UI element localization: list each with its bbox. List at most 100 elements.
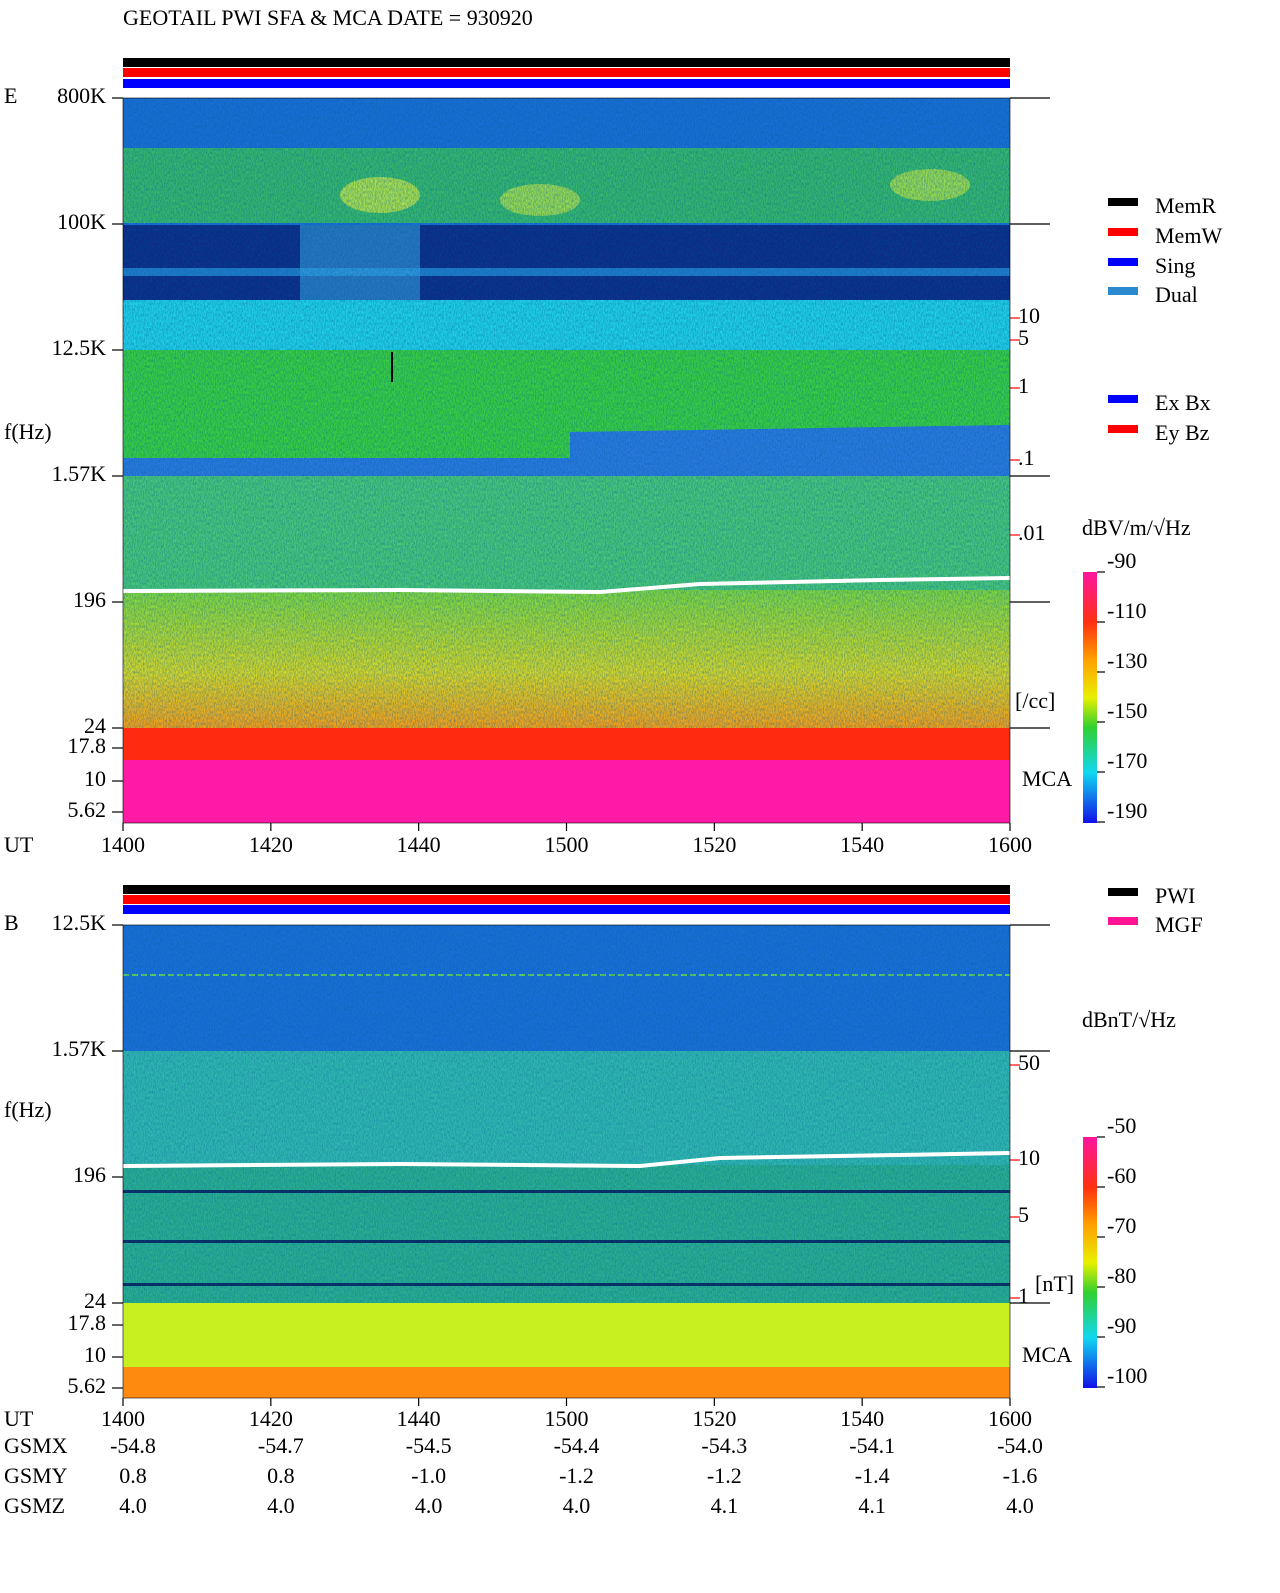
- orbit-value: -54.0: [997, 1433, 1043, 1458]
- orbit-value: -54.8: [110, 1433, 156, 1458]
- status-bar: [123, 905, 1010, 914]
- spectrogram: [123, 1367, 1010, 1398]
- colorbar-tick-label: -100: [1107, 1363, 1147, 1388]
- field-line: [122, 1151, 1011, 1169]
- time-tick-label: 1440: [397, 1406, 441, 1431]
- orbit-value: 4.0: [415, 1493, 443, 1518]
- legend-label: MemR: [1155, 193, 1216, 218]
- time-tick-label: 1600: [988, 832, 1032, 857]
- legend-swatch: [1108, 287, 1138, 295]
- legend-swatch: [1108, 228, 1138, 236]
- legend-label: MGF: [1155, 912, 1203, 937]
- freq-tick-label: 1.57K: [52, 1036, 107, 1061]
- time-tick-label: 1500: [545, 832, 589, 857]
- orbit-label: GSMZ: [4, 1493, 65, 1518]
- spectrogram: [123, 728, 1010, 760]
- time-tick-label: 1520: [692, 832, 736, 857]
- title: GEOTAIL PWI SFA & MCA DATE = 930920: [123, 5, 533, 30]
- time-tick-label: 1540: [840, 1406, 884, 1431]
- right-tick-label: 5: [1018, 325, 1029, 350]
- noise: [123, 925, 1010, 1303]
- panel-e-graphics: [122, 58, 1097, 823]
- status-bar: [123, 885, 1010, 894]
- status-bar: [123, 79, 1010, 88]
- spectrogram: [123, 760, 1010, 823]
- orbit-value: -54.3: [701, 1433, 747, 1458]
- time-tick-label: 1600: [988, 1406, 1032, 1431]
- orbit-label: GSMX: [4, 1433, 68, 1458]
- freq-tick-label: 100K: [57, 209, 106, 234]
- colorbar-tick-label: -130: [1107, 648, 1147, 673]
- plot-frame: [122, 924, 1011, 1399]
- legend-swatch: [1108, 917, 1138, 925]
- y-axis-label: f(Hz): [4, 1097, 52, 1122]
- freq-tick-label: 196: [73, 587, 106, 612]
- y-axis-label: f(Hz): [4, 419, 52, 444]
- time-tick-label: 1540: [840, 832, 884, 857]
- colorbar: [1083, 1137, 1097, 1388]
- legend-swatch: [1108, 258, 1138, 266]
- freq-tick-label: 10: [84, 1342, 106, 1367]
- panel-label: B: [4, 910, 19, 935]
- colorbar-tick-label: -60: [1107, 1163, 1136, 1188]
- right-tick-label: 10: [1018, 1145, 1040, 1170]
- colorbar-tick-label: -50: [1107, 1113, 1136, 1138]
- orbit-value: 4.0: [267, 1493, 295, 1518]
- freq-tick-label: 800K: [57, 83, 106, 108]
- time-tick-label: 1420: [249, 1406, 293, 1431]
- colorbar-tick-label: -70: [1107, 1213, 1136, 1238]
- orbit-value: -1.4: [855, 1463, 890, 1488]
- freq-tick-label: 5.62: [68, 1373, 107, 1398]
- status-bar: [123, 68, 1010, 77]
- time-tick-label: 1420: [249, 832, 293, 857]
- freq-tick-label: 17.8: [68, 733, 107, 758]
- orbit-value: -1.0: [411, 1463, 446, 1488]
- orbit-value: 4.1: [858, 1493, 886, 1518]
- freq-tick-label: 12.5K: [52, 335, 107, 360]
- time-tick-label: 1520: [692, 1406, 736, 1431]
- freq-tick-label: 12.5K: [52, 910, 107, 935]
- time-tick-label: 1440: [397, 832, 441, 857]
- colorbar-unit: dBnT/√Hz: [1082, 1007, 1176, 1032]
- orbit-value: 0.8: [267, 1463, 295, 1488]
- orbit-value: 0.8: [119, 1463, 147, 1488]
- right-tick-label: 5: [1018, 1202, 1029, 1227]
- time-label: UT: [4, 1406, 34, 1431]
- orbit-value: -1.2: [707, 1463, 742, 1488]
- time-label: UT: [4, 832, 34, 857]
- time-tick-label: 1400: [101, 1406, 145, 1431]
- legend-swatch: [1108, 888, 1138, 896]
- time-tick-label: 1500: [545, 1406, 589, 1431]
- orbit-value: 4.0: [1006, 1493, 1034, 1518]
- legend-label: Sing: [1155, 253, 1195, 278]
- right-tick-label: .1: [1018, 445, 1035, 470]
- colorbar-unit: dBV/m/√Hz: [1082, 515, 1191, 540]
- panel-label: E: [4, 83, 17, 108]
- mca-label: MCA: [1022, 1342, 1072, 1367]
- legend-label: PWI: [1155, 883, 1195, 908]
- orbit-value: -54.1: [849, 1433, 895, 1458]
- orbit-value: 4.0: [119, 1493, 147, 1518]
- time-tick-label: 1400: [101, 832, 145, 857]
- colorbar-tick-label: -90: [1107, 1313, 1136, 1338]
- colorbar-tick-label: -190: [1107, 798, 1147, 823]
- right-unit: [/cc]: [1015, 688, 1055, 713]
- orbit-value: 4.0: [563, 1493, 591, 1518]
- freq-tick-label: 1.57K: [52, 461, 107, 486]
- right-unit: [nT]: [1035, 1271, 1074, 1296]
- legend-label: Ex Bx: [1155, 390, 1211, 415]
- legend-label: MemW: [1155, 223, 1222, 248]
- status-bar: [123, 58, 1010, 67]
- panel-b-graphics: [122, 885, 1097, 1398]
- colorbar-tick-label: -110: [1107, 598, 1147, 623]
- colorbar-tick-label: -90: [1107, 548, 1136, 573]
- freq-tick-label: 10: [84, 766, 106, 791]
- noise: [123, 98, 1010, 728]
- freq-tick-label: 5.62: [68, 797, 107, 822]
- status-bar: [123, 895, 1010, 904]
- orbit-value: -54.7: [258, 1433, 304, 1458]
- colorbar-tick-label: -150: [1107, 698, 1147, 723]
- freq-tick-label: 24: [84, 713, 106, 738]
- mca-label: MCA: [1022, 766, 1072, 791]
